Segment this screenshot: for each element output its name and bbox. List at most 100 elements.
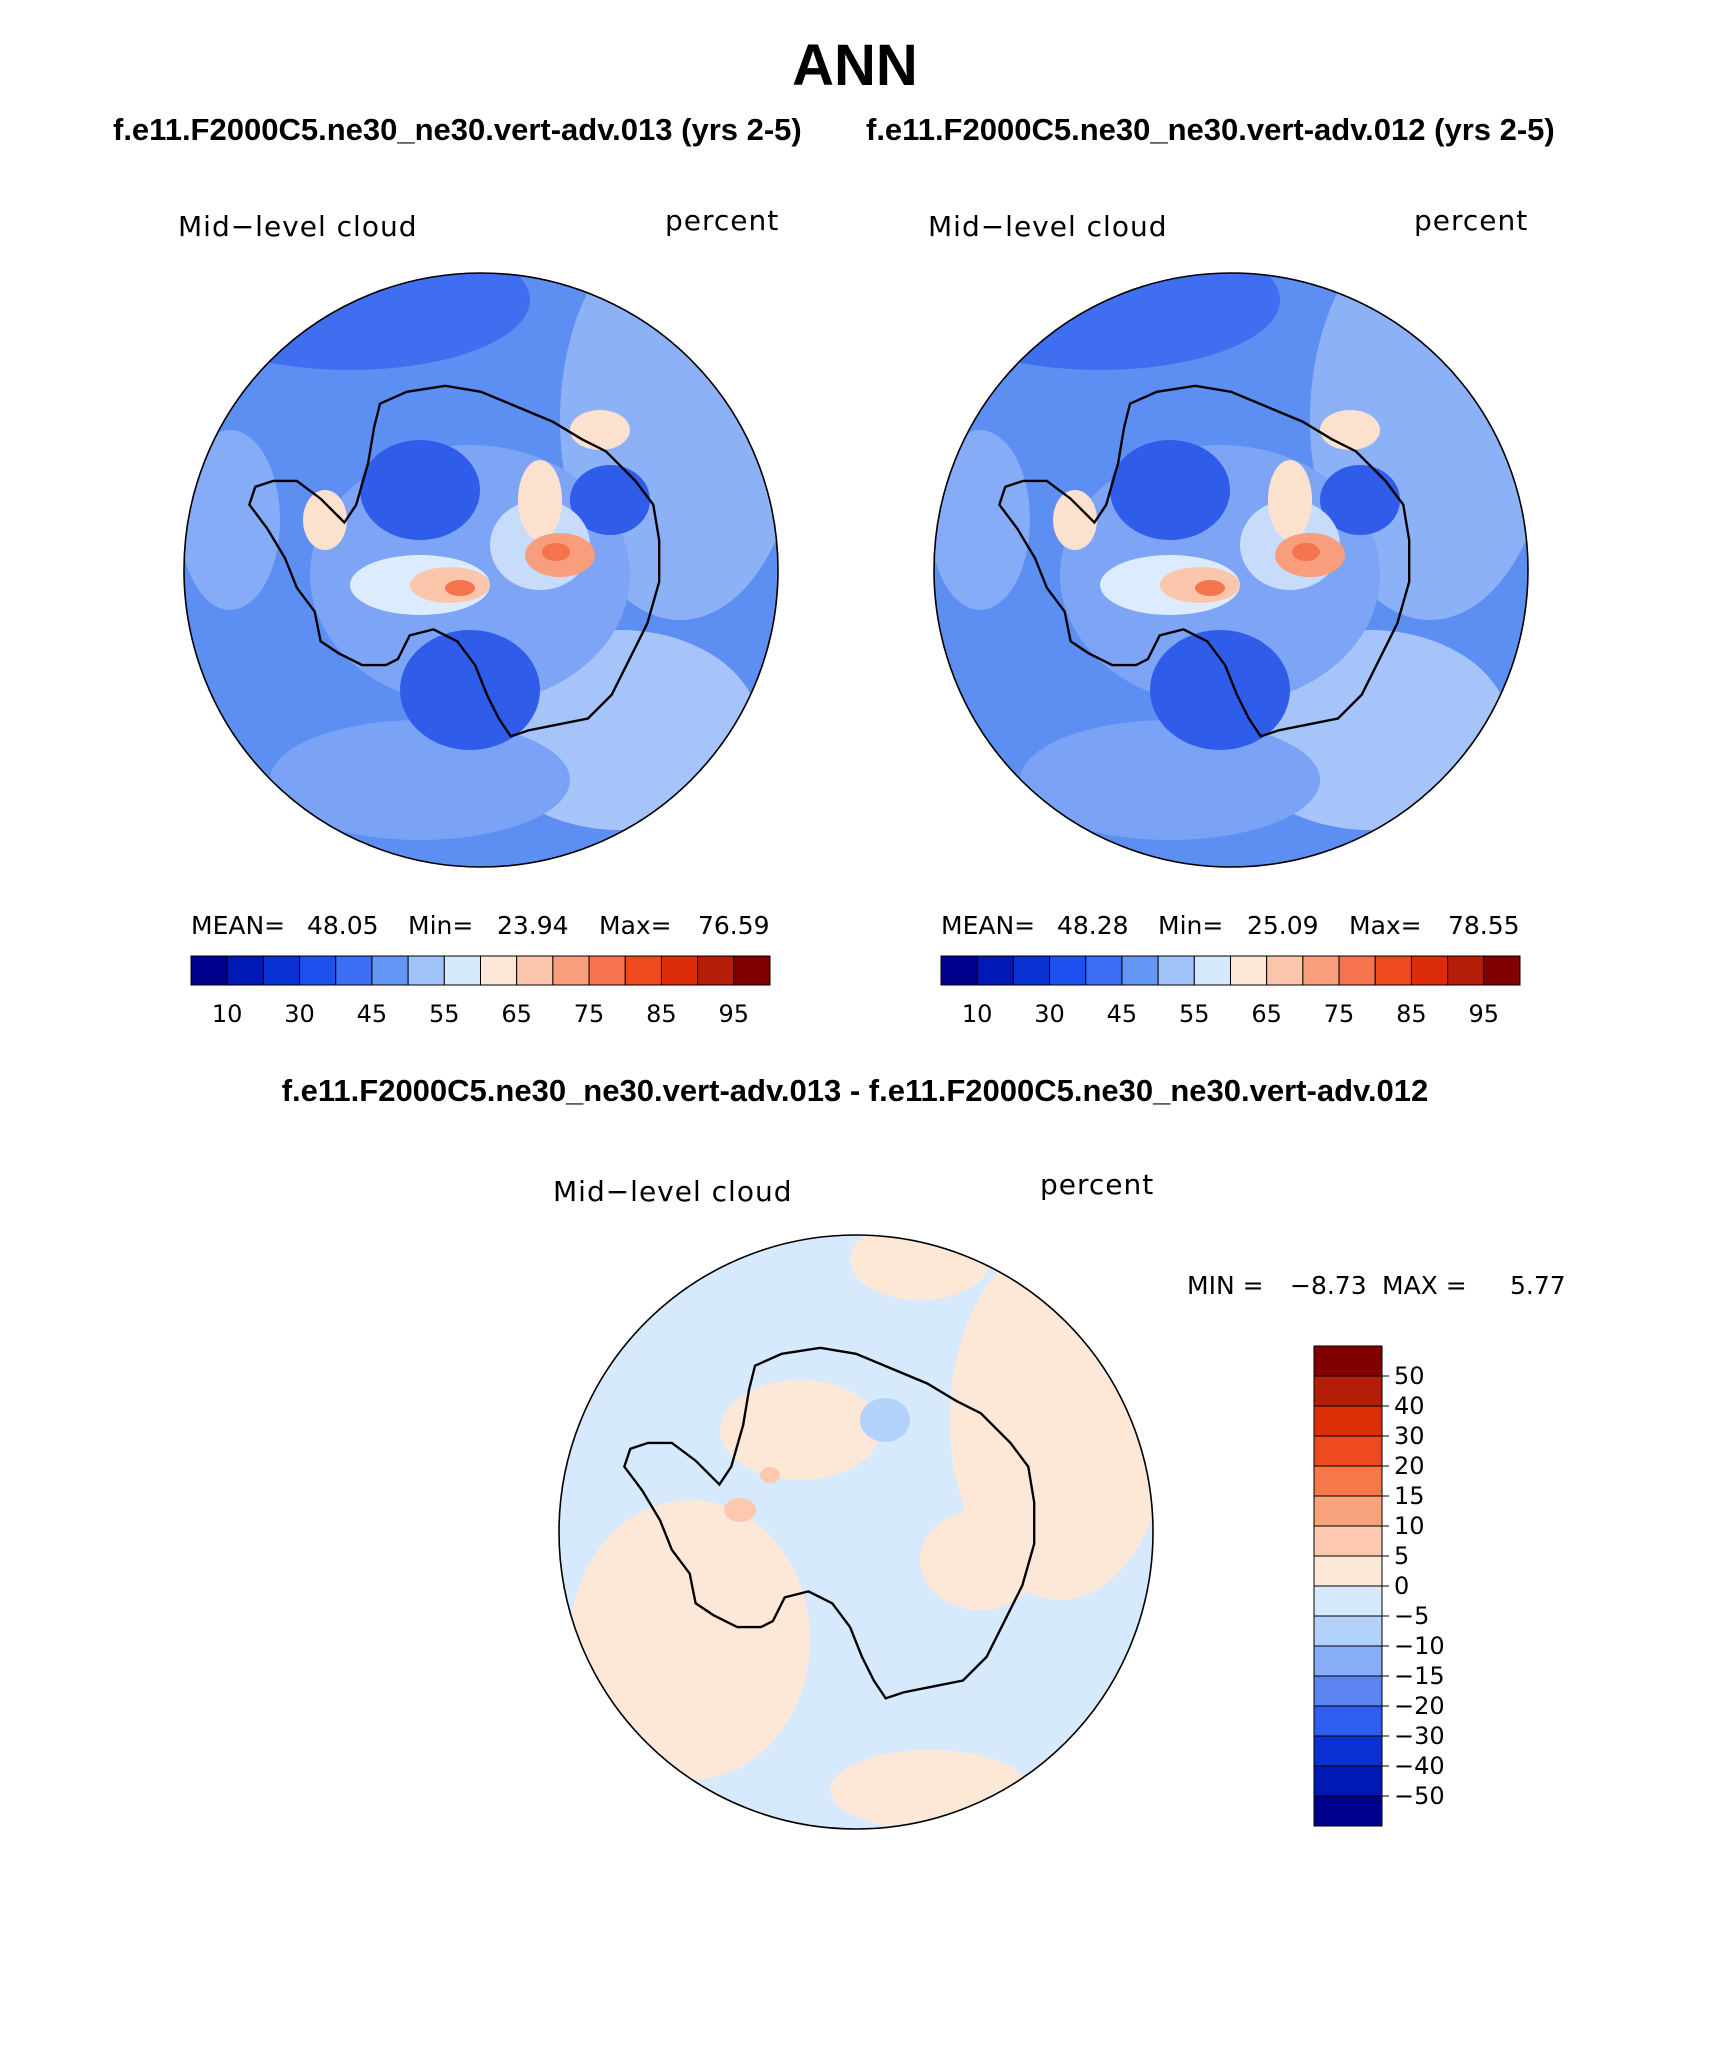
panel1-colorbar-swatch	[660, 955, 699, 986]
panel2-map	[920, 220, 1550, 872]
diff-colorbar-tick-label: −30	[1394, 1722, 1445, 1750]
diff-min-value: −8.73	[1290, 1271, 1367, 1300]
panel1-colorbar-swatch	[226, 955, 264, 986]
panel1-colorbar-swatch	[262, 955, 301, 986]
diff-title: f.e11.F2000C5.ne30_ne30.vert-adv.013 - f…	[281, 1073, 1429, 1108]
diff-min-label: MIN =	[1187, 1271, 1264, 1300]
diff-colorbar-tick-label: 10	[1394, 1512, 1425, 1540]
panel1-colorbar-tick-label: 65	[501, 1000, 532, 1028]
panel2-colorbar-swatch	[1193, 955, 1231, 986]
diff-colorbar-swatch	[1313, 1435, 1383, 1467]
panel1-variable-label: Mid−level cloud	[178, 210, 418, 243]
figure-title: ANN	[792, 33, 918, 98]
diff-colorbar-tick-label: 15	[1394, 1482, 1425, 1510]
diff-colorbar-tick-label: 30	[1394, 1422, 1425, 1450]
panel2-colorbar-tick-label: 10	[962, 1000, 993, 1028]
panel2-colorbar-swatch	[1157, 955, 1195, 986]
diff-colorbar-swatch	[1313, 1495, 1383, 1527]
diff-colorbar-swatch	[1313, 1525, 1383, 1557]
diff-colorbar-tick-label: −40	[1394, 1752, 1445, 1780]
panel2-colorbar-swatch	[1049, 955, 1087, 986]
panel1-colorbar-tick-label: 75	[574, 1000, 605, 1028]
panel1-colorbar: 10 30 45 55 65 75 85 95	[190, 955, 771, 1028]
panel2-colorbar-swatch	[1410, 955, 1449, 986]
panel2-colorbar-swatch	[1085, 955, 1123, 986]
panel1-min-value: 23.94	[497, 911, 569, 940]
panel1-colorbar-swatch	[407, 955, 445, 986]
panel2-colorbar-tick-label: 85	[1396, 1000, 1427, 1028]
panel2-colorbar-swatch	[1121, 955, 1159, 986]
diff-max-value: 5.77	[1510, 1271, 1566, 1300]
diff-map	[555, 1220, 1170, 1834]
panel2-max-value: 78.55	[1448, 911, 1520, 940]
panel1-colorbar-swatch	[335, 955, 373, 986]
panel1-colorbar-swatch	[516, 955, 554, 986]
panel2-units-label: percent	[1414, 204, 1529, 237]
diff-colorbar-tick-label: −50	[1394, 1782, 1445, 1810]
panel2-colorbar-swatch	[940, 955, 978, 986]
diff-colorbar-tick-label: −20	[1394, 1692, 1445, 1720]
panel1-colorbar-swatch	[697, 955, 735, 986]
panel1-colorbar-tick-label: 30	[284, 1000, 315, 1028]
diff-colorbar-tick-label: 50	[1394, 1362, 1425, 1390]
panel1-max-label: Max=	[599, 911, 672, 940]
panel1-colorbar-tick-label: 95	[719, 1000, 750, 1028]
panel2-colorbar-swatch	[1012, 955, 1051, 986]
panel2-colorbar-swatch	[1266, 955, 1304, 986]
control-case-title: f.e11.F2000C5.ne30_ne30.vert-adv.012 (yr…	[866, 112, 1555, 147]
diff-colorbar-swatch	[1313, 1345, 1383, 1377]
panel1-max-value: 76.59	[698, 911, 770, 940]
panel1-min-label: Min=	[408, 911, 474, 940]
diff-max-label: MAX =	[1382, 1271, 1467, 1300]
panel2-colorbar-swatch	[1483, 955, 1521, 986]
panel2-colorbar-tick-label: 45	[1107, 1000, 1138, 1028]
diff-variable-label: Mid−level cloud	[553, 1175, 793, 1208]
panel2-colorbar-tick-label: 55	[1179, 1000, 1210, 1028]
panel1-mean-value: 48.05	[307, 911, 379, 940]
panel1-colorbar-swatch	[624, 955, 662, 986]
diff-colorbar-tick-label: −5	[1394, 1602, 1429, 1630]
panel2-min-value: 25.09	[1247, 911, 1319, 940]
diff-colorbar-swatch	[1313, 1375, 1383, 1407]
diff-colorbar-swatch	[1313, 1555, 1383, 1587]
panel2-colorbar-swatch	[1338, 955, 1376, 986]
panel2-colorbar-swatch	[976, 955, 1014, 986]
panel2-colorbar-swatch	[1374, 955, 1412, 986]
diff-colorbar-swatch	[1313, 1465, 1383, 1497]
diff-colorbar-tick-label: 0	[1394, 1572, 1409, 1600]
diff-colorbar-tick-label: 40	[1394, 1392, 1425, 1420]
panel1-colorbar-tick-label: 55	[429, 1000, 460, 1028]
diff-colorbar-swatch	[1313, 1405, 1383, 1437]
panel1-colorbar-swatch	[443, 955, 481, 986]
diff-colorbar-tick-label: 5	[1394, 1542, 1409, 1570]
panel1-map	[170, 220, 800, 872]
diff-colorbar-swatch	[1313, 1705, 1383, 1737]
diff-colorbar-tick-label: 20	[1394, 1452, 1425, 1480]
diff-colorbar-tick-label: −15	[1394, 1662, 1445, 1690]
panel2-colorbar-tick-label: 75	[1324, 1000, 1355, 1028]
panel2-mean-value: 48.28	[1057, 911, 1129, 940]
test-case-title: f.e11.F2000C5.ne30_ne30.vert-adv.013 (yr…	[113, 112, 802, 147]
panel2-variable-label: Mid−level cloud	[928, 210, 1168, 243]
diff-colorbar-swatch	[1313, 1795, 1383, 1827]
diff-colorbar-swatch	[1313, 1765, 1383, 1797]
panel2-colorbar-tick-label: 30	[1034, 1000, 1065, 1028]
panel1-mean-label: MEAN=	[191, 911, 286, 940]
panel1-colorbar-tick-label: 10	[212, 1000, 243, 1028]
diff-colorbar-swatch	[1313, 1675, 1383, 1707]
panel1-colorbar-swatch	[552, 955, 590, 986]
panel1-colorbar-tick-label: 45	[357, 1000, 388, 1028]
diff-units-label: percent	[1040, 1168, 1155, 1201]
panel1-colorbar-swatch	[190, 955, 228, 986]
panel1-colorbar-swatch	[371, 955, 409, 986]
panel1-colorbar-swatch	[733, 955, 771, 986]
diff-colorbar-swatch	[1313, 1645, 1383, 1677]
panel1-colorbar-swatch	[299, 955, 337, 986]
diff-colorbar-swatch	[1313, 1585, 1383, 1617]
panel2-min-label: Min=	[1158, 911, 1224, 940]
panel2-colorbar-swatch	[1230, 955, 1268, 986]
panel2-colorbar-swatch	[1302, 955, 1340, 986]
panel1-colorbar-swatch	[480, 955, 518, 986]
